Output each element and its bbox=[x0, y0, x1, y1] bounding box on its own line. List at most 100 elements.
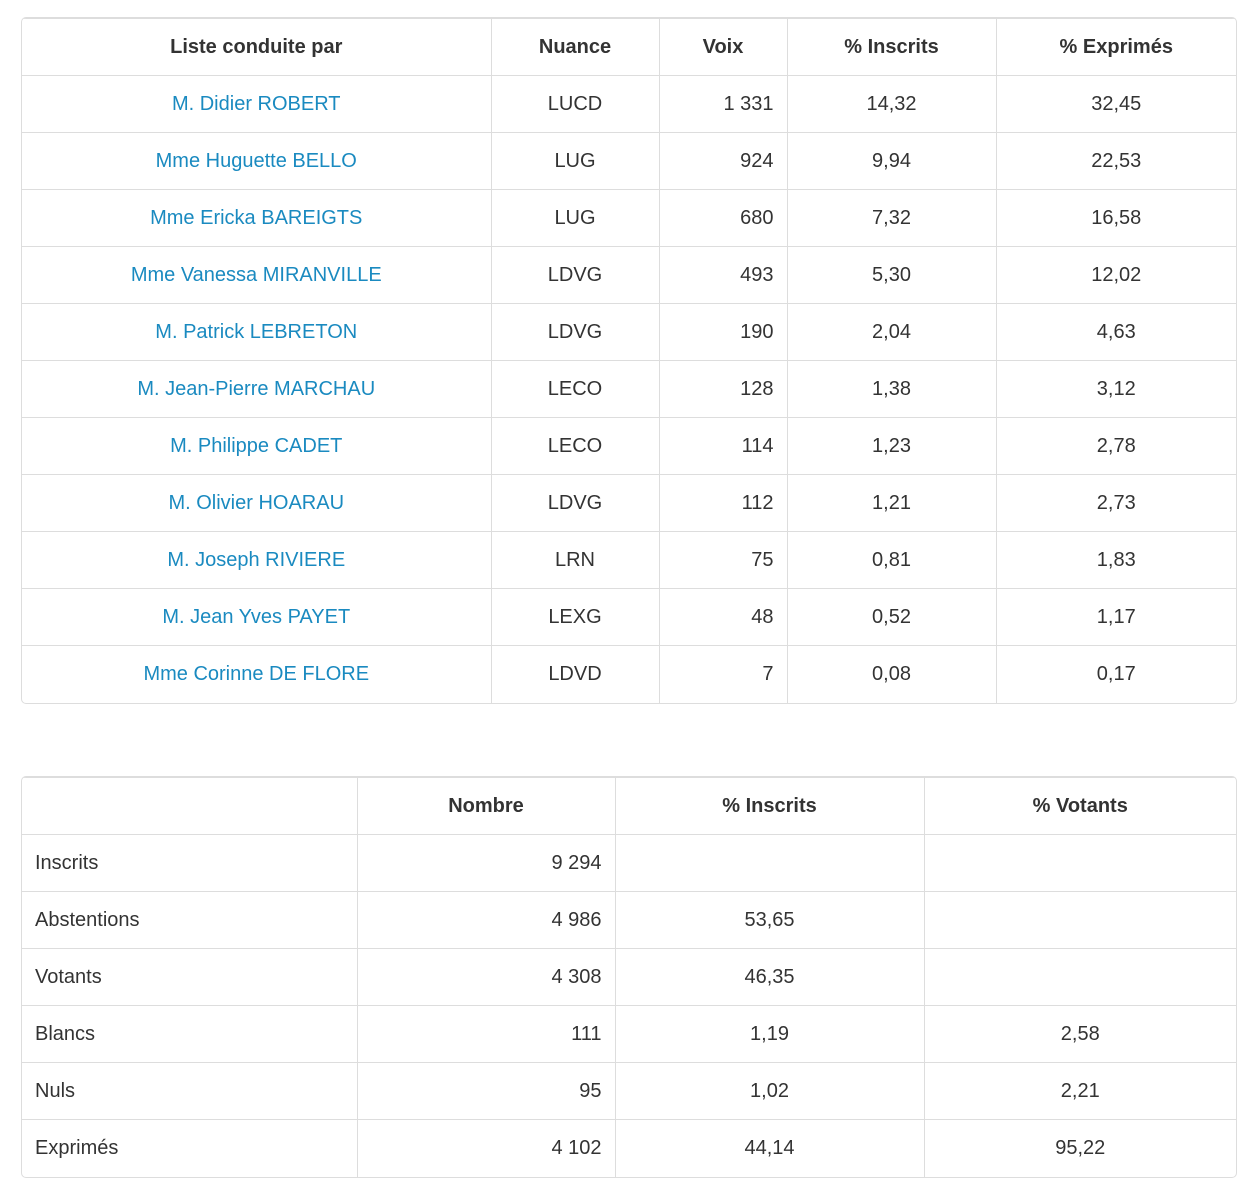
table-row: M. Didier ROBERT LUCD 1 331 14,32 32,45 bbox=[22, 75, 1236, 133]
table-cell: 111 bbox=[356, 1005, 615, 1063]
table-cell: Votants bbox=[22, 948, 357, 1006]
table-row: Abstentions 4 986 53,65 bbox=[22, 891, 1236, 949]
candidate-link[interactable]: M. Patrick LEBRETON bbox=[155, 320, 358, 343]
candidate-link[interactable]: M. Olivier HOARAU bbox=[168, 491, 345, 514]
table-cell: Mme Huguette BELLO bbox=[22, 132, 491, 190]
table-row: Votants 4 308 46,35 bbox=[22, 948, 1236, 1006]
table-cell: 53,65 bbox=[614, 891, 924, 949]
table-row: Mme Corinne DE FLORE LDVD 7 0,08 0,17 bbox=[22, 645, 1236, 703]
table-cell: 1,83 bbox=[995, 531, 1236, 589]
table-cell: Mme Ericka BAREIGTS bbox=[22, 189, 491, 247]
table-row: Inscrits 9 294 bbox=[22, 834, 1236, 892]
table-cell: M. Olivier HOARAU bbox=[22, 474, 491, 532]
table-cell: 680 bbox=[658, 189, 787, 247]
column-header: Voix bbox=[658, 18, 787, 76]
column-header: % Votants bbox=[923, 777, 1236, 835]
candidate-link[interactable]: M. Jean Yves PAYET bbox=[162, 605, 351, 628]
table-row: M. Philippe CADET LECO 114 1,23 2,78 bbox=[22, 417, 1236, 475]
header-row: Liste conduite par Nuance Voix% Inscrits% … bbox=[22, 18, 1236, 76]
table-cell: 114 bbox=[658, 417, 787, 475]
table-cell: 7 bbox=[658, 645, 787, 703]
table-row: Mme Ericka BAREIGTS LUG 680 7,32 16,58 bbox=[22, 189, 1236, 247]
table-cell: Inscrits bbox=[22, 834, 357, 892]
table-cell: M. Joseph RIVIERE bbox=[22, 531, 491, 589]
column-header: Liste conduite par bbox=[22, 18, 491, 76]
table-row: M. Olivier HOARAU LDVG 112 1,21 2,73 bbox=[22, 474, 1236, 532]
candidate-link[interactable]: Mme Corinne DE FLORE bbox=[143, 662, 370, 685]
table-cell: LDVG bbox=[490, 303, 659, 361]
table-cell: 2,21 bbox=[923, 1062, 1236, 1120]
table-cell: 9,94 bbox=[786, 132, 996, 190]
table-row: Nuls 95 1,02 2,21 bbox=[22, 1062, 1236, 1120]
table-cell: 48 bbox=[658, 588, 787, 646]
table-cell: Abstentions bbox=[22, 891, 357, 949]
table-cell: 1,17 bbox=[995, 588, 1236, 646]
table-cell: LDVG bbox=[490, 246, 659, 304]
table-cell: 1,38 bbox=[786, 360, 996, 418]
table-row: M. Joseph RIVIERE LRN 75 0,81 1,83 bbox=[22, 531, 1236, 589]
table-cell: 1,02 bbox=[614, 1062, 924, 1120]
table-cell: 75 bbox=[658, 531, 787, 589]
table-row: Exprimés 4 102 44,14 95,22 bbox=[22, 1119, 1236, 1177]
table-cell: 4,63 bbox=[995, 303, 1236, 361]
column-header: Nuance bbox=[490, 18, 659, 76]
column-header bbox=[22, 777, 357, 835]
table-cell: 1,21 bbox=[786, 474, 996, 532]
table-cell: M. Didier ROBERT bbox=[22, 75, 491, 133]
table-cell: 0,52 bbox=[786, 588, 996, 646]
table-cell: 0,17 bbox=[995, 645, 1236, 703]
table-cell: 5,30 bbox=[786, 246, 996, 304]
table-cell: 2,73 bbox=[995, 474, 1236, 532]
table-cell: 0,08 bbox=[786, 645, 996, 703]
table-cell bbox=[923, 834, 1236, 892]
candidate-link[interactable]: M. Philippe CADET bbox=[170, 434, 343, 457]
table-cell: 1 331 bbox=[658, 75, 787, 133]
column-header: Nombre bbox=[356, 777, 615, 835]
candidate-link[interactable]: M. Didier ROBERT bbox=[171, 92, 341, 115]
table-cell: 128 bbox=[658, 360, 787, 418]
table-cell: 9 294 bbox=[356, 834, 615, 892]
table-cell: 1,23 bbox=[786, 417, 996, 475]
table-cell: 0,81 bbox=[786, 531, 996, 589]
table-cell: 32,45 bbox=[995, 75, 1236, 133]
table-cell: LDVD bbox=[490, 645, 659, 703]
table-row: Blancs 111 1,19 2,58 bbox=[22, 1005, 1236, 1063]
table-cell: 3,12 bbox=[995, 360, 1236, 418]
column-header: % Inscrits bbox=[786, 18, 996, 76]
table-cell: LEXG bbox=[490, 588, 659, 646]
table-cell: Nuls bbox=[22, 1062, 357, 1120]
table-cell: LDVG bbox=[490, 474, 659, 532]
table-cell: M. Philippe CADET bbox=[22, 417, 491, 475]
table-cell: 16,58 bbox=[995, 189, 1236, 247]
participation-card: Nombre% Inscrits% Votants Inscrits 9 294 Ab… bbox=[21, 776, 1237, 1178]
table-cell: 7,32 bbox=[786, 189, 996, 247]
table-row: M. Patrick LEBRETON LDVG 190 2,04 4,63 bbox=[22, 303, 1236, 361]
candidate-link[interactable]: M. Joseph RIVIERE bbox=[167, 548, 346, 571]
table-cell: Mme Vanessa MIRANVILLE bbox=[22, 246, 491, 304]
table-row: Mme Huguette BELLO LUG 924 9,94 22,53 bbox=[22, 132, 1236, 190]
table-cell: LUCD bbox=[490, 75, 659, 133]
column-header: % Inscrits bbox=[614, 777, 924, 835]
candidate-link[interactable]: Mme Huguette BELLO bbox=[155, 149, 357, 172]
table-cell: M. Jean Yves PAYET bbox=[22, 588, 491, 646]
column-header: % Exprimés bbox=[995, 18, 1236, 76]
table-cell: 12,02 bbox=[995, 246, 1236, 304]
participation-table: Nombre% Inscrits% Votants Inscrits 9 294 Ab… bbox=[22, 777, 1236, 1177]
table-cell: LUG bbox=[490, 189, 659, 247]
table-row: Mme Vanessa MIRANVILLE LDVG 493 5,30 12,02 bbox=[22, 246, 1236, 304]
table-cell: 190 bbox=[658, 303, 787, 361]
table-cell: 44,14 bbox=[614, 1119, 924, 1177]
candidate-link[interactable]: Mme Ericka BAREIGTS bbox=[150, 206, 363, 229]
table-cell: 2,78 bbox=[995, 417, 1236, 475]
table-cell: 2,04 bbox=[786, 303, 996, 361]
candidate-link[interactable]: Mme Vanessa MIRANVILLE bbox=[130, 263, 382, 286]
table-cell: 95 bbox=[356, 1062, 615, 1120]
results-card: Liste conduite par Nuance Voix% Inscrits% … bbox=[21, 17, 1237, 704]
table-cell: LUG bbox=[490, 132, 659, 190]
table-cell: 4 308 bbox=[356, 948, 615, 1006]
table-cell bbox=[614, 834, 924, 892]
table-row: M. Jean-Pierre MARCHAU LECO 128 1,38 3,12 bbox=[22, 360, 1236, 418]
candidate-link[interactable]: M. Jean-Pierre MARCHAU bbox=[137, 377, 376, 400]
